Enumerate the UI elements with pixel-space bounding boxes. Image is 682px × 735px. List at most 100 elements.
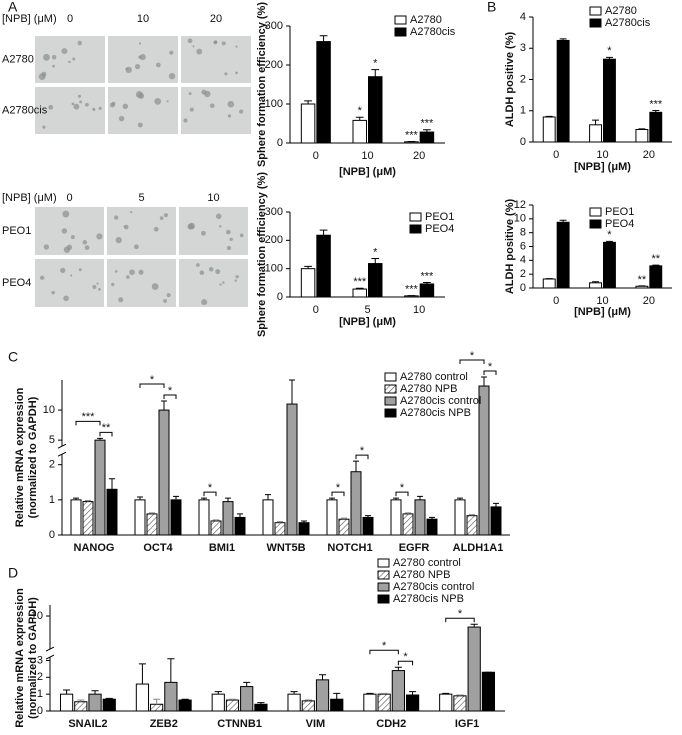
micrograph — [179, 259, 248, 307]
bar — [286, 403, 298, 536]
sphere — [38, 73, 46, 81]
bar — [134, 499, 146, 536]
sphere — [130, 210, 133, 214]
sphere — [209, 103, 215, 109]
sphere — [84, 245, 90, 250]
sphere — [213, 40, 218, 45]
x-axis-label: [NPB] (μM) — [574, 306, 631, 318]
image-row-label: A2780cis — [2, 104, 48, 116]
bar — [556, 221, 570, 289]
error-bar — [225, 497, 231, 502]
y-tick-label: 10 — [43, 404, 55, 416]
error-bar — [393, 497, 399, 500]
significance-bracket — [369, 649, 399, 655]
y-tick-label: 10 — [514, 213, 526, 225]
image-column-label: 10 — [207, 192, 219, 204]
sphere — [98, 106, 102, 110]
x-tick-label: VIM — [306, 718, 326, 730]
error-bar — [63, 689, 71, 695]
sphere — [113, 215, 119, 220]
sphere — [153, 226, 159, 232]
error-bar — [652, 264, 660, 266]
bar — [404, 141, 419, 144]
error-bar — [559, 38, 567, 41]
sphere — [139, 54, 146, 61]
significance: *** — [420, 118, 434, 130]
error-bar — [301, 520, 307, 523]
sphere — [82, 240, 88, 245]
error-bar — [257, 702, 265, 705]
error-bar — [355, 287, 364, 290]
image-column-label: 20 — [210, 13, 222, 25]
bar — [481, 671, 496, 712]
bar — [300, 103, 316, 144]
sphere — [235, 45, 238, 48]
error-bar — [481, 376, 487, 387]
error-bar — [355, 116, 364, 121]
significance: ** — [638, 274, 647, 286]
error-bar — [290, 691, 298, 695]
error-bar — [341, 517, 347, 520]
y-tick-label: 0 — [277, 291, 283, 303]
bar — [390, 499, 402, 536]
error-bar — [470, 623, 478, 628]
bar — [210, 520, 222, 536]
error-bar — [605, 240, 613, 243]
error-bar — [105, 697, 113, 700]
significance: * — [358, 105, 363, 117]
bar — [301, 700, 315, 712]
y-axis-label: Relative mRNA expression — [14, 588, 26, 728]
legend-swatch — [409, 224, 422, 234]
y-tick-label: 8 — [520, 227, 526, 239]
sphere — [51, 55, 57, 60]
sphere — [125, 66, 132, 74]
significance: * — [360, 445, 365, 457]
bar — [222, 501, 234, 536]
y-tick-label: 200 — [265, 234, 283, 246]
sphere — [61, 228, 68, 234]
significance: * — [458, 608, 463, 620]
legend-swatch — [589, 207, 602, 217]
y-axis-label: ALDH positive (%) — [504, 31, 516, 127]
sphere — [126, 275, 130, 279]
error-bar — [638, 128, 646, 130]
sphere — [138, 269, 144, 275]
sphere — [215, 269, 221, 275]
legend-swatch — [384, 384, 397, 394]
sphere — [224, 72, 228, 76]
y-axis-label: (normalized to GAPDH) — [27, 597, 39, 719]
bar — [315, 679, 330, 712]
error-bar — [394, 666, 402, 671]
sphere — [189, 107, 194, 112]
y-tick-label: 1 — [49, 494, 55, 506]
error-bar — [592, 119, 600, 125]
error-bar — [545, 115, 553, 117]
significance: * — [336, 482, 341, 494]
error-bar — [366, 692, 374, 695]
y-axis-label: ALDH positive (%) — [504, 198, 516, 294]
x-tick-label: 20 — [643, 295, 655, 307]
sphere — [201, 299, 208, 306]
sphere — [201, 230, 206, 236]
bar — [635, 285, 649, 289]
sphere — [138, 92, 145, 99]
bar — [649, 265, 663, 289]
legend-label: PEO1 — [425, 211, 454, 223]
bar — [439, 693, 453, 712]
bar — [146, 513, 158, 536]
sphere — [188, 222, 195, 230]
error-bar — [469, 514, 475, 516]
error-bar — [214, 691, 222, 695]
sphere — [79, 100, 83, 104]
bar — [350, 471, 362, 536]
error-bar — [605, 56, 613, 60]
sphere — [43, 244, 49, 250]
x-tick-label: 20 — [643, 149, 655, 161]
sphere — [138, 42, 142, 45]
legend-label: A2780cis control — [393, 581, 474, 593]
legend-label: A2780cis — [410, 26, 456, 38]
sphere — [111, 282, 115, 287]
legend-label: A2780cis NPB — [400, 407, 471, 419]
y-tick-label: 10 — [31, 610, 43, 622]
